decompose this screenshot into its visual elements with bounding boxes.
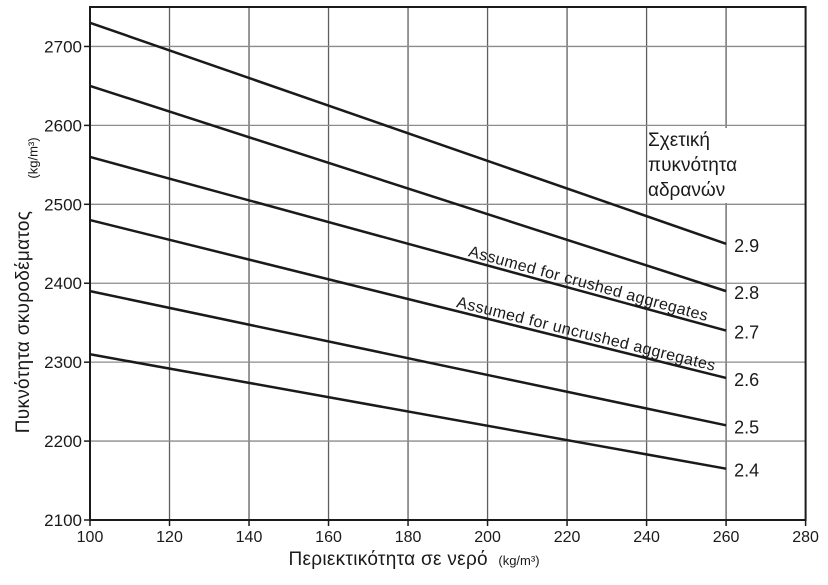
series-label-2.8: 2.8 [734, 283, 759, 303]
x-tick-label: 220 [554, 529, 581, 546]
series-line-2.6 [89, 218, 727, 380]
legend-relative-density-of-aggregates: Σχετική πυκνότητα αδρανών [648, 128, 742, 203]
legend-title-line: πυκνότητα [648, 155, 738, 176]
x-axis-title-text: Περιεκτικότητα σε νερό [288, 549, 488, 570]
y-axis-title: Πυκνότητα σκυροδέματος [13, 210, 34, 434]
x-tick-label: 260 [713, 529, 740, 546]
y-tick-label: 2700 [44, 37, 82, 56]
y-tick-label: 2600 [44, 116, 82, 135]
x-tick-label: 100 [77, 529, 104, 546]
series-label-2.7: 2.7 [734, 323, 759, 343]
x-tick-label: 280 [792, 529, 819, 546]
x-tick-label: 120 [156, 529, 183, 546]
series-label-2.4: 2.4 [734, 461, 759, 481]
series-label-2.5: 2.5 [734, 417, 759, 437]
x-tick-label: 180 [395, 529, 422, 546]
plot-frame [89, 6, 807, 521]
series-line-2.5 [89, 289, 727, 427]
y-tick-label: 2100 [44, 511, 82, 530]
y-tick-label: 2200 [44, 432, 82, 451]
x-axis-unit-label: (kg/m³) [498, 553, 540, 568]
series-line-2.4 [89, 353, 727, 470]
x-tick-label: 200 [474, 529, 501, 546]
y-tick-label: 2300 [44, 353, 82, 372]
legend-title-line: αδρανών [648, 180, 726, 201]
y-tick-label: 2400 [44, 274, 82, 293]
series-label-2.9: 2.9 [734, 236, 759, 256]
x-tick-label: 160 [315, 529, 342, 546]
x-tick-label: 140 [236, 529, 263, 546]
x-tick-label: 240 [633, 529, 660, 546]
series-line-2.7 [89, 155, 727, 332]
series-line-2.9 [89, 21, 727, 245]
x-axis-title: Περιεκτικότητα σε νερό (kg/m³) [0, 549, 828, 571]
legend-title-line: Σχετική [648, 130, 710, 151]
series-line-2.8 [89, 84, 727, 293]
series-label-2.6: 2.6 [734, 370, 759, 390]
y-tick-label: 2500 [44, 195, 82, 214]
y-axis-unit-label: (kg/m³) [25, 137, 41, 179]
